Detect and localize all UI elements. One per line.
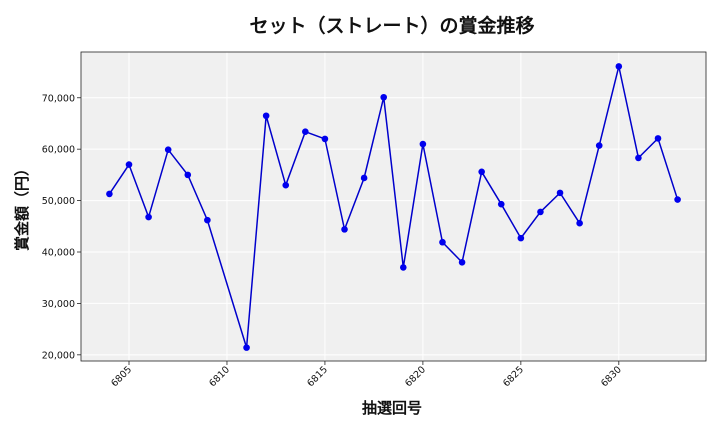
data-point — [262, 112, 270, 120]
y-tick-label: 70,000 — [42, 93, 75, 104]
plot-frame — [80, 51, 707, 362]
data-point — [282, 181, 290, 189]
data-point — [145, 213, 152, 221]
data-point — [125, 161, 133, 168]
data-point — [556, 189, 564, 197]
x-tick-label: 6805 — [109, 364, 134, 389]
data-point — [164, 146, 172, 153]
data-point — [243, 344, 250, 351]
data-points — [106, 63, 681, 351]
data-point — [576, 219, 583, 227]
x-axis-label: 抽選回号 — [362, 399, 422, 417]
data-point — [478, 168, 485, 176]
data-point — [419, 140, 427, 148]
data-point — [399, 264, 407, 271]
y-axis: 20,000 30,000 40,000 50,000 60,000 70,000 — [42, 93, 81, 361]
data-point — [497, 200, 505, 208]
data-point — [517, 234, 525, 242]
data-point — [615, 63, 623, 70]
x-axis: 6805 6810 6815 6820 6825 6830 — [109, 361, 624, 389]
x-tick-label: 6830 — [599, 364, 624, 389]
data-point — [204, 216, 211, 224]
grid-lines — [81, 52, 706, 361]
data-point — [341, 226, 348, 233]
data-point — [360, 174, 368, 182]
chart-title: セット（ストレート）の賞金推移 — [249, 14, 534, 37]
y-tick-label: 40,000 — [42, 248, 75, 259]
data-point — [595, 142, 603, 149]
data-point — [537, 208, 544, 216]
data-point — [439, 238, 446, 246]
data-point — [458, 258, 466, 266]
data-point — [380, 93, 388, 101]
data-point — [184, 171, 192, 179]
data-point — [321, 135, 329, 143]
x-tick-label: 6815 — [305, 364, 330, 389]
data-point — [674, 196, 681, 203]
data-point — [635, 154, 642, 162]
data-point — [106, 190, 113, 198]
data-point — [654, 135, 662, 142]
y-tick-label: 60,000 — [42, 145, 75, 156]
x-tick-label: 6820 — [403, 364, 428, 389]
y-tick-label: 30,000 — [42, 299, 75, 310]
plot-area — [81, 52, 706, 361]
x-tick-label: 6825 — [501, 364, 526, 389]
y-axis-label: 賞金額（円） — [13, 161, 31, 251]
data-point — [302, 128, 309, 135]
y-tick-label: 50,000 — [42, 196, 75, 207]
x-tick-label: 6810 — [207, 364, 232, 389]
y-tick-label: 20,000 — [42, 350, 75, 361]
